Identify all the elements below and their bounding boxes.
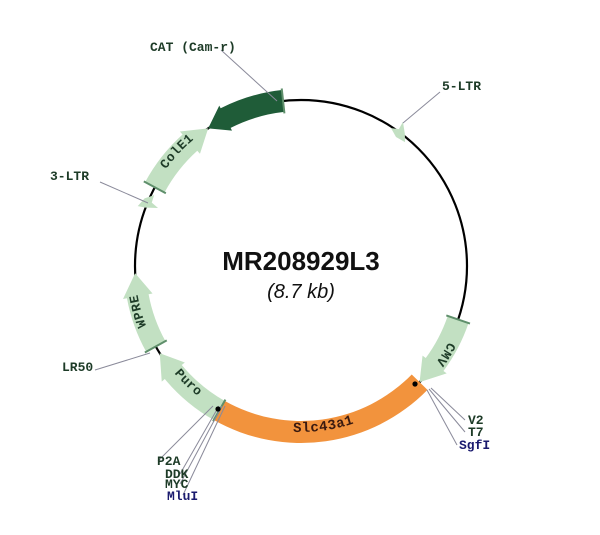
svg-text:5-LTR: 5-LTR	[442, 79, 481, 94]
svg-text:LR50: LR50	[62, 360, 93, 375]
svg-text:CAT (Cam-r): CAT (Cam-r)	[150, 40, 236, 55]
svg-text:MluI: MluI	[167, 489, 198, 504]
svg-text:(8.7 kb): (8.7 kb)	[267, 281, 335, 303]
svg-text:MR208929L3: MR208929L3	[222, 246, 380, 276]
svg-text:SgfI: SgfI	[459, 438, 490, 453]
svg-text:3-LTR: 3-LTR	[50, 169, 89, 184]
